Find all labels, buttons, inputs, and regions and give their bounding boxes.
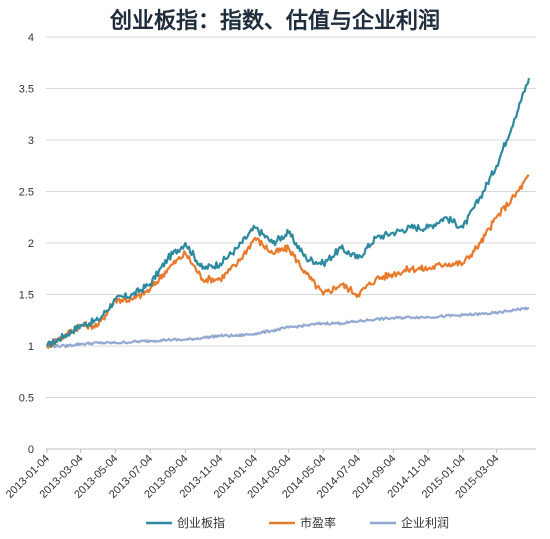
legend: 创业板指 市盈率 企业利润: [146, 515, 449, 530]
legend-label-1: 市盈率: [300, 515, 336, 530]
series-lines: [45, 77, 531, 350]
chart-title: 创业板指：指数、估值与企业利润: [109, 8, 440, 34]
y-tick-label: 1: [28, 341, 34, 353]
series-line-1: [46, 174, 530, 350]
y-tick-label: 2.5: [19, 187, 34, 199]
y-tick-label: 2: [28, 238, 34, 250]
series-line-0: [45, 77, 531, 348]
y-tick-label: 3: [28, 135, 34, 147]
y-tick-label: 0: [28, 444, 34, 456]
y-tick-label: 0.5: [19, 393, 34, 405]
y-axis: 0 0.5 1 1.5 2 2.5 3 3.5 4: [19, 32, 34, 456]
legend-label-2: 企业利润: [401, 515, 449, 530]
legend-label-0: 创业板指: [177, 515, 225, 530]
series-line-2: [46, 306, 530, 349]
y-tick-label: 4: [28, 32, 34, 44]
grid-lines: [46, 36, 536, 450]
y-tick-label: 3.5: [19, 84, 34, 96]
x-axis: 2013-01-042013-03-042013-05-042013-07-04…: [4, 448, 536, 501]
y-tick-label: 1.5: [19, 290, 34, 302]
